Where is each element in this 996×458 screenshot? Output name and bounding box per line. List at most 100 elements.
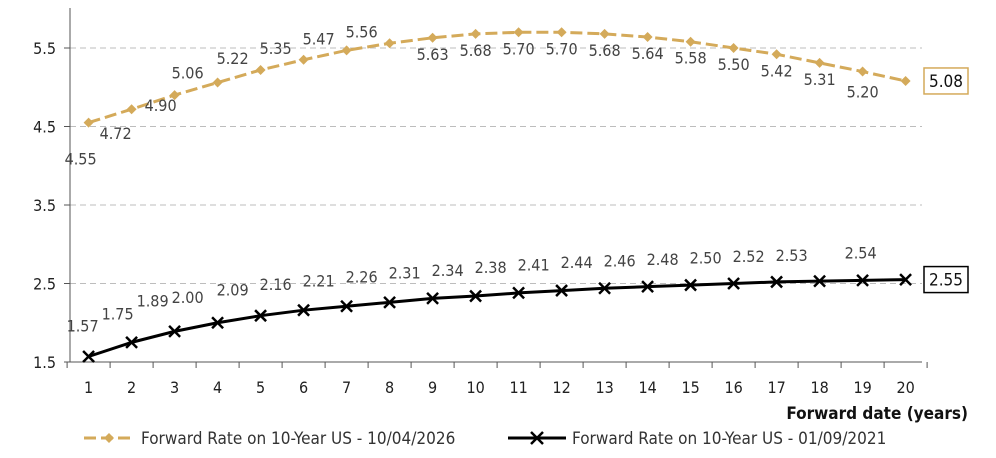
data-label-2021: 2.38 [475, 258, 507, 277]
data-label-2026: 5.63 [417, 45, 449, 64]
end-label-2021: 2.55 [929, 271, 963, 291]
series-2021-point [211, 316, 224, 330]
x-tick-label: 16 [724, 378, 742, 397]
x-marker-stroke [211, 316, 224, 330]
data-label-2021: 1.75 [102, 304, 134, 323]
series-2026-point [470, 28, 481, 39]
x-marker-stroke [383, 295, 396, 309]
data-label-2021: 2.00 [172, 288, 204, 307]
series-2026-point [212, 77, 223, 88]
series-2021-point [340, 299, 353, 313]
series-2021-point [813, 274, 826, 288]
series-2026-point [771, 49, 782, 60]
y-tick-label: 5.5 [33, 39, 56, 58]
x-tick-label: 6 [299, 378, 308, 397]
series-layer [82, 27, 912, 363]
data-label-2026: 5.64 [632, 44, 664, 63]
series-2021-point [125, 335, 138, 349]
x-tick-label: 15 [681, 378, 699, 397]
series-2026-point [255, 64, 266, 75]
y-tick-labels: 1.5 2.5 3.5 4.5 5.5 [33, 39, 56, 372]
x-tick-label: 19 [853, 378, 871, 397]
series-2021-point [684, 278, 697, 292]
data-label-2026: 5.70 [546, 39, 578, 58]
data-label-2026: 5.42 [761, 61, 793, 80]
series-2026-point [384, 38, 395, 49]
x-marker-stroke [254, 309, 267, 323]
data-label-2026: 5.68 [589, 41, 621, 60]
data-label-2021: 2.41 [518, 256, 550, 275]
series-2026-point [556, 27, 567, 38]
end-label-2026-box [923, 67, 969, 95]
data-label-2026: 5.22 [217, 49, 249, 68]
x-marker-stroke [555, 284, 568, 297]
data-label-2026: 5.50 [718, 55, 750, 74]
data-label-2021: 2.26 [346, 267, 378, 286]
data-label-2021: 2.31 [389, 263, 421, 282]
x-tick-label: 14 [638, 378, 656, 397]
data-labels: 4.554.72 4.90 5.06 5.22 5.35 5.47 5.56 5.63 5.68… [65, 22, 969, 336]
series-2026-point [83, 117, 94, 128]
x-marker-stroke [856, 273, 869, 287]
series-2026-point [169, 90, 180, 101]
series-2021-point [82, 350, 95, 363]
x-marker-stroke [82, 350, 95, 363]
x-marker-stroke [813, 274, 826, 288]
series-2021-point [297, 303, 310, 317]
x-tick-label: 4 [213, 378, 222, 397]
data-label-2026: 5.68 [460, 41, 492, 60]
series-2026-point [685, 36, 696, 47]
data-label-2021: 2.48 [647, 250, 679, 269]
x-tick-label: 17 [767, 378, 785, 397]
x-tick-label: 11 [509, 378, 527, 397]
data-label-2021: 2.50 [690, 249, 722, 268]
series-line-2021 [88, 278, 906, 358]
series-2026-point [427, 32, 438, 43]
data-label-2026: 5.20 [847, 83, 879, 102]
data-label-2021: 2.21 [303, 271, 335, 290]
x-marker-stroke [770, 275, 783, 289]
data-label-2021: 2.54 [845, 243, 877, 262]
data-label-2026: 5.70 [503, 39, 535, 58]
data-label-2021: 2.16 [260, 275, 292, 294]
axes [64, 8, 928, 368]
x-marker-stroke [340, 299, 353, 313]
x-tick-label: 18 [810, 378, 828, 397]
x-tick-label: 7 [342, 378, 351, 397]
data-label-2021: 2.52 [733, 247, 765, 266]
x-tick-label: 5 [256, 378, 265, 397]
data-label-2026: 5.06 [172, 64, 204, 83]
series-2021-point [899, 273, 912, 286]
x-marker-stroke [297, 303, 310, 317]
y-tick-label: 1.5 [33, 353, 56, 372]
x-marker-stroke [512, 286, 525, 300]
series-2026-point [599, 28, 610, 39]
data-label-2021: 2.46 [604, 252, 636, 271]
data-label-2026: 5.56 [346, 22, 378, 41]
data-label-2021: 2.53 [776, 246, 808, 265]
data-label-2026: 5.58 [675, 49, 707, 68]
data-label-2026: 4.90 [145, 96, 177, 115]
series-2021-point [254, 309, 267, 323]
legend: Forward Rate on 10-Year US - 10/04/2026 F… [84, 429, 886, 449]
series-2021-point [168, 325, 181, 338]
x-marker-stroke [598, 281, 611, 295]
x-marker-stroke [727, 277, 740, 290]
x-marker-stroke [469, 289, 482, 303]
series-2026-point [298, 54, 309, 65]
x-tick-label: 9 [428, 378, 437, 397]
data-label-2021: 1.57 [67, 317, 99, 336]
series-2021-point [512, 286, 525, 300]
series-2026-point [728, 43, 739, 53]
series-2021-point [426, 292, 439, 305]
data-label-2026: 4.55 [65, 150, 97, 169]
x-tick-labels: 1 2 3 4 5 6 7 8 9 10 11 12 13 14 15 16 17 18 19 20 [84, 378, 915, 397]
data-label-2021: 1.89 [137, 291, 169, 310]
series-2021-point [727, 277, 740, 290]
x-marker-stroke [530, 431, 544, 445]
data-label-2021: 2.34 [432, 261, 464, 280]
series-2026-point [126, 104, 137, 115]
x-tick-label: 10 [466, 378, 484, 397]
series-2026-point [341, 45, 352, 56]
